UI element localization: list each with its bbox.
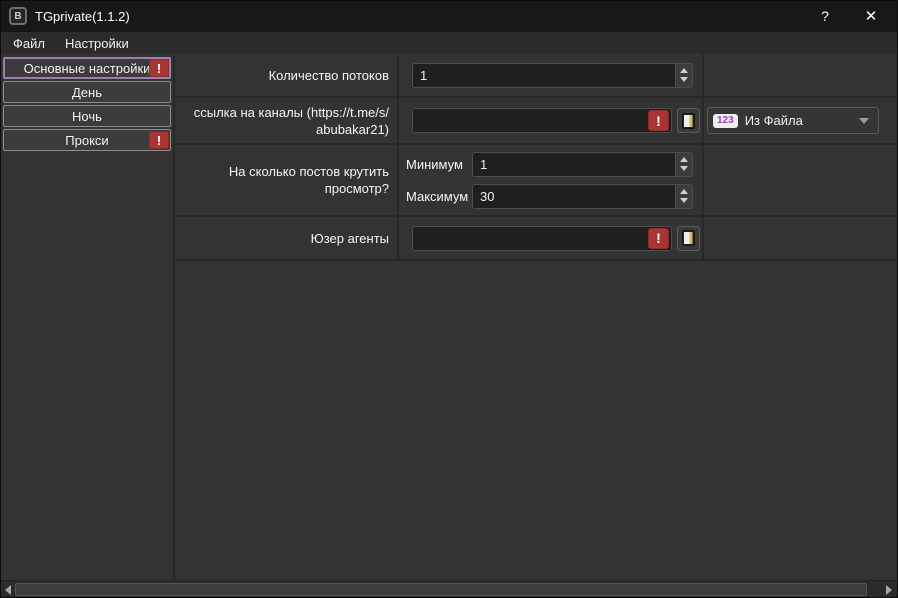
numeric-badge-icon: 123	[713, 113, 738, 128]
user-agents-input[interactable]	[412, 225, 672, 251]
arrow-right-icon	[886, 584, 892, 595]
spinner-buttons[interactable]	[675, 184, 692, 208]
book-icon	[682, 112, 695, 129]
app-icon: B	[9, 7, 27, 25]
error-badge-icon: !	[648, 110, 669, 131]
arrow-left-icon	[5, 584, 11, 595]
spinner-buttons[interactable]	[675, 152, 692, 176]
spin-up-icon[interactable]	[680, 157, 688, 162]
maximum-input[interactable]	[473, 184, 675, 208]
minimum-row: Минимум	[406, 151, 693, 177]
label-text: Количество потоков	[268, 67, 389, 83]
posts-scroll-field: Минимум Максимум	[399, 145, 704, 215]
thread-count-field	[399, 54, 704, 96]
row-channel-links: ссылка на каналы (https://t.me/s/ abubak…	[175, 98, 897, 145]
spinner-buttons[interactable]	[675, 63, 692, 87]
channel-links-field: !	[399, 98, 704, 143]
posts-scroll-label: На сколько постов крутить просмотр?	[175, 145, 399, 215]
source-combobox-value: Из Файла	[744, 113, 803, 128]
row-thread-count: Количество потоков	[175, 54, 897, 98]
window-title: TGprivate(1.1.2)	[35, 8, 130, 24]
menu-bar: Файл Настройки	[1, 31, 897, 54]
sidebar: Основные настройки ! День Ночь Прокси !	[1, 54, 175, 580]
thread-count-input[interactable]	[413, 63, 675, 87]
menu-file[interactable]: Файл	[13, 35, 45, 51]
row-extra	[704, 54, 897, 96]
maximum-label: Максимум	[406, 188, 469, 204]
error-badge-icon: !	[149, 131, 169, 149]
maximum-row: Максимум	[406, 183, 693, 209]
minimum-label: Минимум	[406, 156, 463, 172]
close-button[interactable]: ✕	[864, 8, 878, 25]
thread-count-label: Количество потоков	[175, 54, 399, 96]
label-text: На сколько постов крутить	[228, 164, 389, 179]
row-user-agents: Юзер агенты !	[175, 217, 897, 261]
load-from-file-button[interactable]	[677, 108, 700, 133]
sidebar-item-night[interactable]: Ночь	[3, 105, 171, 127]
help-button[interactable]: ?	[821, 8, 829, 24]
book-icon	[682, 230, 695, 246]
spin-down-icon[interactable]	[680, 198, 688, 203]
user-agents-field: !	[399, 217, 704, 259]
empty-area	[175, 261, 897, 580]
sidebar-item-label: Прокси	[65, 132, 109, 148]
row-posts-scroll: На сколько постов крутить просмотр? Мини…	[175, 145, 897, 217]
menu-settings[interactable]: Настройки	[64, 35, 129, 51]
row-extra	[704, 145, 897, 215]
scroll-right-button[interactable]	[883, 583, 895, 596]
content-area: Основные настройки ! День Ночь Прокси ! …	[1, 54, 897, 580]
label-text: ссылка на каналы (https://t.me/s/	[193, 104, 389, 120]
label-text: Юзер агенты	[310, 230, 389, 246]
load-from-file-button[interactable]	[677, 225, 700, 251]
sidebar-item-label: День	[72, 84, 102, 100]
minimum-spinner[interactable]	[472, 151, 693, 177]
user-agents-input-wrap: !	[412, 225, 672, 251]
channel-links-label: ссылка на каналы (https://t.me/s/ abubak…	[175, 98, 399, 143]
source-combobox[interactable]: 123 Из Файла	[707, 107, 879, 134]
scroll-left-button[interactable]	[2, 583, 14, 596]
channel-links-input[interactable]	[412, 108, 672, 133]
title-bar: B TGprivate(1.1.2) ? ✕	[1, 1, 897, 31]
sidebar-item-label: Ночь	[72, 108, 102, 124]
chevron-down-icon	[859, 117, 869, 124]
channel-links-input-wrap: !	[412, 108, 672, 133]
horizontal-scrollbar[interactable]	[1, 580, 897, 597]
sidebar-item-main-settings[interactable]: Основные настройки !	[3, 57, 171, 79]
minimum-input[interactable]	[473, 152, 675, 176]
label-text: просмотр?	[324, 181, 389, 196]
error-badge-icon: !	[648, 227, 669, 249]
error-badge-icon: !	[149, 59, 169, 77]
spin-down-icon[interactable]	[680, 166, 688, 171]
spin-down-icon[interactable]	[680, 77, 688, 82]
sidebar-item-label: Основные настройки	[23, 60, 151, 76]
row-extra: 123 Из Файла	[704, 98, 897, 143]
spin-up-icon[interactable]	[680, 189, 688, 194]
scrollbar-thumb[interactable]	[15, 583, 867, 596]
user-agents-label: Юзер агенты	[175, 217, 399, 259]
sidebar-item-proxy[interactable]: Прокси !	[3, 129, 171, 151]
maximum-spinner[interactable]	[472, 183, 693, 209]
row-extra	[704, 217, 897, 259]
sidebar-item-day[interactable]: День	[3, 81, 171, 103]
label-text: abubakar21)	[316, 121, 389, 137]
spin-up-icon[interactable]	[680, 68, 688, 73]
thread-count-spinner[interactable]	[412, 62, 693, 88]
settings-form: Количество потоков ссылка на кан	[175, 54, 897, 580]
